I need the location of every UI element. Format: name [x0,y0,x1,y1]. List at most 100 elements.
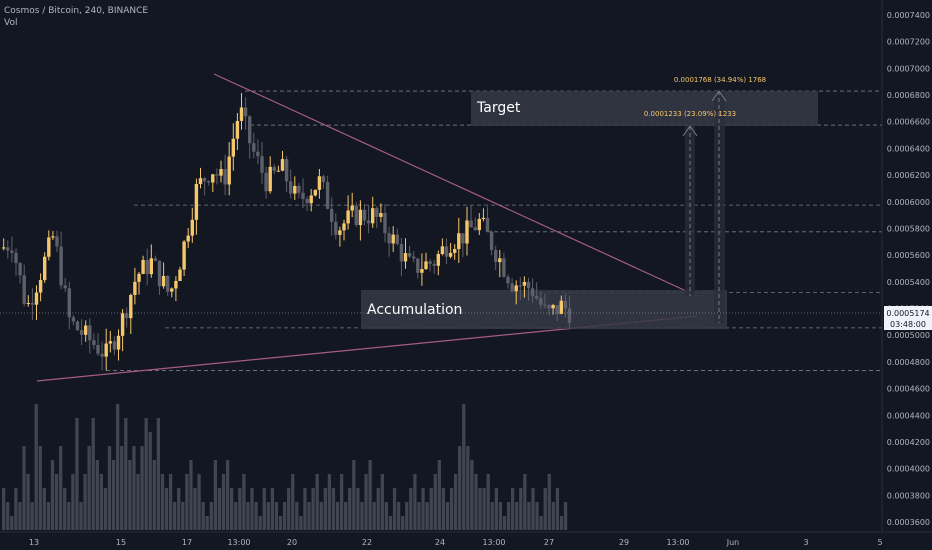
time-tick-label: 27 [544,538,554,547]
volume-bar [396,502,401,530]
volume-bar [458,446,462,530]
price-tick-label: 0.0004800 [887,358,930,367]
target-zone[interactable] [471,91,818,126]
candle-bull [309,195,313,204]
candle-bull [317,176,322,190]
volume-bar [523,474,527,530]
candle-bear [321,176,326,183]
price-axis[interactable]: 0.0007400 0.0007200 0.0007000 0.0006800 0.00… [881,0,932,532]
candle-bull [448,252,453,257]
candle-bull [342,223,346,231]
candle-bull [276,170,281,172]
price-tick-label: 0.0006800 [887,91,930,100]
volume-bar [417,502,421,530]
last-price-badge[interactable] [884,306,932,330]
candle-bear [243,107,248,117]
candle-bear [362,209,367,221]
volume-bar [429,488,433,530]
accumulation-zone[interactable] [361,290,727,329]
volume-bar [136,474,140,530]
candle-bull [120,313,125,336]
volume-bar [384,502,389,530]
candle-bear [461,233,465,244]
volume-bar [160,474,165,530]
volume-bar [266,502,270,530]
candle-bull [268,166,272,192]
volume-bar [287,488,291,530]
volume-bar [376,488,380,530]
volume-bar [225,460,230,530]
volume-bar [107,446,112,530]
volume-bar [441,488,446,530]
volume-bar [6,502,10,530]
candle-bear [530,288,535,296]
volume-bar [185,474,189,530]
candle-bear [416,258,420,273]
zones[interactable] [361,91,818,329]
volume-bar [425,502,429,530]
volume-bar [238,488,242,530]
candle-bull [379,213,383,217]
candle-bear [71,317,76,322]
time-tick-label: 24 [435,538,445,547]
volume-bar [327,474,332,530]
volume-bar [388,516,393,530]
time-tick-label: 3 [803,538,808,547]
candle-bull [391,234,395,244]
volume-bar [26,474,30,530]
time-axis[interactable]: 13 15 17 13:00 20 22 24 13:00 27 29 13:00 Jun 3 5 [0,531,932,547]
candle-bear [284,159,289,182]
volume-bar [270,488,275,530]
volume-bar [10,516,14,530]
measure-arrows[interactable] [682,90,727,323]
volume-bar [486,474,490,530]
accumulation-label[interactable]: Accumulation [367,302,462,318]
volume-bar [303,488,307,530]
candle-bull [190,219,194,236]
candle-bear [567,308,572,323]
volume-bar [498,502,503,530]
price-tick-label: 0.0006400 [887,144,930,153]
candle-bear [395,234,399,245]
candle-bull [420,269,424,273]
measure-long-text: 0.0001768 (34.94%) 1768 [674,76,766,84]
volume-bar [50,460,55,530]
volume-legend[interactable]: Vol [4,18,18,28]
volume-bar [67,502,71,530]
volume-bar [168,474,173,530]
candle-bull [170,288,174,292]
volume-bar [209,502,213,530]
volume-bars [2,404,568,530]
candle-bear [535,295,539,299]
volume-bar [295,502,299,530]
candle-bear [256,151,260,157]
time-tick-label: 17 [182,538,192,547]
candle-bull [51,236,55,238]
volume-bar [262,488,266,530]
candle-bear [485,217,490,232]
target-label[interactable]: Target [476,100,521,116]
price-tick-label: 0.0005000 [887,331,930,340]
candle-bear [88,325,92,341]
candle-bear [354,205,358,226]
candle-bear [145,259,149,275]
candle-bull [559,300,563,314]
volume-bar [177,488,181,530]
volume-bar [356,488,360,530]
volume-bar [30,502,34,530]
candle-bull [371,208,375,224]
volume-bar [409,488,413,530]
volume-bar [474,474,478,530]
candle-bear [518,285,522,287]
descending-trendline[interactable] [213,73,698,297]
volume-bar [156,418,161,530]
candle-bear [55,236,59,247]
candle-bull [194,184,199,220]
volume-bar [132,446,136,530]
candle-bear [494,249,498,263]
volume-bar [307,502,311,530]
volume-bar [323,488,327,530]
symbol-title[interactable]: Cosmos / Bitcoin, 240, BINANCE [4,6,149,16]
volume-bar [54,474,59,530]
